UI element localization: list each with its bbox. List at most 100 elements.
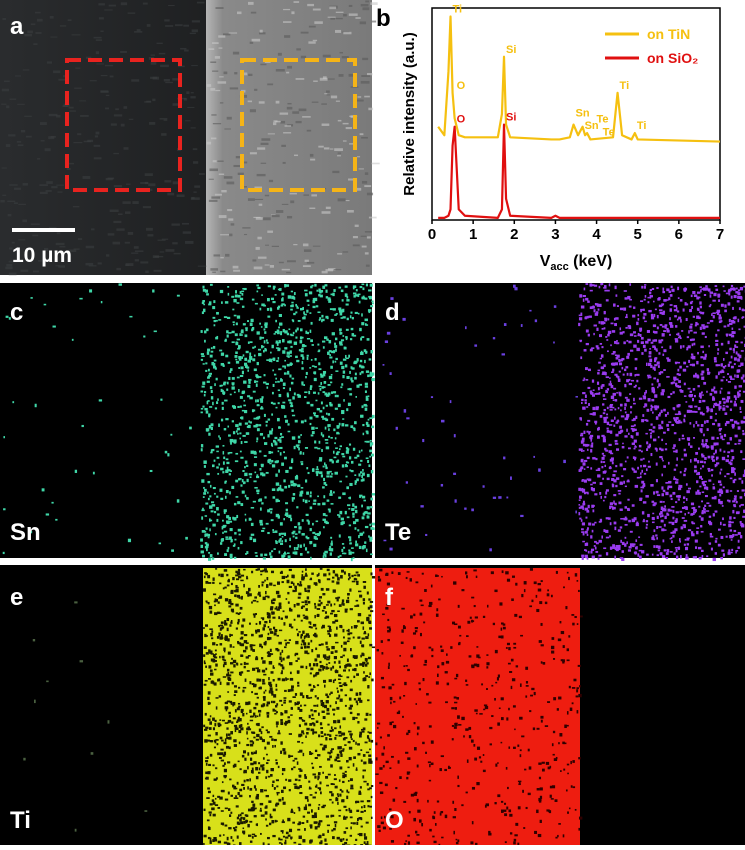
dot — [264, 442, 267, 445]
texture — [339, 74, 344, 77]
texture — [143, 206, 151, 208]
dot — [208, 837, 210, 839]
dot — [242, 690, 244, 693]
texture — [105, 65, 113, 66]
dot — [620, 557, 623, 559]
dot — [716, 364, 719, 366]
dot — [229, 715, 231, 718]
dot — [275, 759, 277, 761]
dot — [650, 408, 652, 411]
dot — [624, 435, 627, 437]
dot — [349, 577, 351, 579]
dot — [222, 445, 224, 447]
dot — [728, 500, 730, 503]
dot — [575, 511, 577, 514]
dot — [651, 405, 653, 407]
dot — [331, 319, 334, 322]
dot — [693, 424, 695, 427]
dot — [617, 305, 619, 307]
dot — [254, 815, 257, 817]
dot — [334, 345, 337, 348]
dot — [314, 284, 316, 287]
texture — [73, 142, 82, 143]
dot — [295, 588, 297, 591]
dot — [271, 443, 273, 446]
dot — [256, 375, 259, 378]
dot — [349, 371, 351, 374]
dot — [203, 363, 205, 365]
dot — [279, 700, 282, 702]
dot — [710, 416, 713, 419]
dot — [262, 581, 265, 583]
dot — [129, 316, 132, 318]
dot — [278, 368, 281, 370]
dot — [602, 403, 604, 405]
dot — [291, 304, 293, 307]
dot — [251, 451, 254, 454]
dot — [219, 656, 221, 658]
dot — [240, 406, 242, 408]
dot — [334, 614, 337, 617]
dot — [710, 291, 713, 293]
dot — [278, 766, 280, 768]
dot — [247, 395, 250, 397]
dot — [239, 333, 241, 336]
dot — [206, 473, 209, 475]
dot — [218, 625, 220, 627]
dot — [609, 444, 612, 446]
dot — [718, 299, 720, 302]
dot — [244, 288, 247, 290]
dot — [268, 776, 270, 778]
dot — [220, 542, 222, 545]
dot — [722, 517, 724, 520]
texture — [343, 251, 349, 252]
dot — [228, 733, 231, 735]
dot — [592, 394, 595, 396]
dot — [711, 469, 713, 471]
dot — [370, 572, 372, 575]
texture — [105, 107, 109, 109]
dot — [259, 621, 261, 624]
dot — [243, 354, 245, 356]
dot — [330, 764, 333, 767]
dot — [337, 793, 339, 795]
dot — [303, 544, 305, 547]
dot — [685, 539, 687, 541]
dot — [242, 618, 245, 621]
dot — [343, 806, 346, 808]
dot — [332, 836, 335, 839]
dot — [365, 636, 368, 639]
dot — [340, 839, 343, 841]
dot — [301, 420, 304, 423]
dot — [322, 434, 324, 437]
dot — [307, 590, 310, 593]
dot — [360, 415, 363, 418]
dot — [701, 531, 704, 533]
dot — [350, 377, 352, 380]
dot — [246, 663, 249, 665]
dot — [335, 670, 338, 672]
dot — [341, 383, 343, 386]
dot — [245, 422, 248, 424]
dot — [280, 522, 283, 525]
dot — [244, 358, 247, 361]
texture — [230, 87, 238, 89]
dot — [700, 327, 702, 330]
dot — [289, 569, 292, 571]
dot — [658, 383, 660, 386]
dot — [607, 290, 610, 292]
dot — [622, 446, 625, 448]
dot — [659, 456, 662, 458]
dot — [341, 366, 344, 369]
dot — [265, 325, 268, 328]
texture — [294, 155, 298, 156]
dot — [232, 420, 234, 422]
dot — [265, 591, 267, 594]
dot — [638, 450, 641, 452]
dot — [332, 360, 334, 363]
dot — [241, 503, 244, 506]
dot — [341, 332, 343, 334]
dot — [289, 700, 292, 702]
dot — [248, 379, 251, 381]
texture — [192, 20, 200, 22]
